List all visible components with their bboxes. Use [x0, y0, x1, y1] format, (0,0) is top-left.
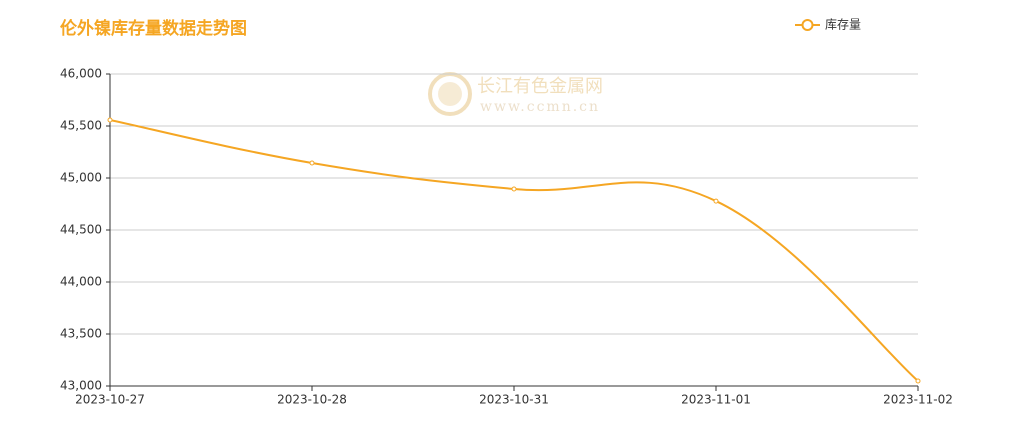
y-tick-label: 43,000	[60, 379, 102, 393]
point	[511, 186, 517, 192]
x-tick-label: 2023-11-02	[883, 393, 953, 407]
y-tick-label: 45,000	[60, 171, 102, 185]
y-tick-label: 43,500	[60, 327, 102, 341]
y-tick-label: 44,500	[60, 223, 102, 237]
watermark-logo	[438, 82, 462, 106]
watermark-url: www.ccmn.cn	[480, 99, 600, 115]
y-tick-label: 45,500	[60, 119, 102, 133]
watermark: 长江有色金属网 www.ccmn.cn	[428, 72, 603, 116]
point	[309, 160, 315, 166]
chart-title: 伦外镍库存量数据走势图	[60, 18, 247, 39]
x-tick-label: 2023-10-28	[277, 393, 347, 407]
x-tick-label: 2023-10-31	[479, 393, 549, 407]
y-tick-label: 44,000	[60, 275, 102, 289]
point	[107, 117, 113, 123]
y-tick-label: 46,000	[60, 67, 102, 81]
line	[109, 118, 919, 382]
point	[915, 378, 921, 384]
watermark-name: 长江有色金属网	[477, 76, 603, 97]
x-tick-label: 2023-10-27	[75, 393, 145, 407]
legend-marker	[801, 19, 814, 31]
point	[713, 198, 719, 204]
legend-label: 库存量	[825, 17, 861, 32]
x-tick-label: 2023-11-01	[681, 393, 751, 407]
